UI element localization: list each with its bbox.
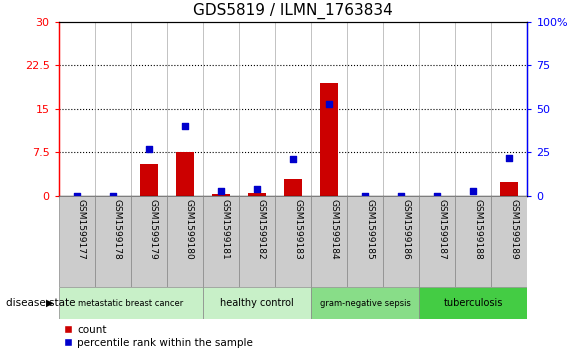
Point	[360, 193, 370, 199]
Text: GSM1599186: GSM1599186	[401, 199, 410, 260]
Bar	[212, 194, 230, 196]
Bar	[248, 193, 266, 196]
Bar	[59, 287, 203, 319]
Text: GSM1599189: GSM1599189	[509, 199, 519, 260]
Bar	[419, 287, 527, 319]
Point	[432, 193, 442, 199]
Bar	[320, 83, 338, 196]
Point	[252, 186, 261, 192]
Text: GSM1599185: GSM1599185	[365, 199, 374, 260]
Text: disease state: disease state	[6, 298, 76, 308]
Text: GSM1599181: GSM1599181	[221, 199, 230, 260]
Point	[144, 146, 154, 152]
Bar	[59, 196, 95, 287]
Point	[288, 156, 298, 162]
Text: GSM1599183: GSM1599183	[293, 199, 302, 260]
Bar	[131, 196, 167, 287]
Bar	[500, 182, 519, 196]
Bar	[311, 287, 419, 319]
Text: gram-negative sepsis: gram-negative sepsis	[320, 299, 411, 307]
Bar	[455, 196, 491, 287]
Bar	[239, 196, 275, 287]
Point	[216, 188, 226, 194]
Text: GSM1599177: GSM1599177	[77, 199, 86, 260]
Title: GDS5819 / ILMN_1763834: GDS5819 / ILMN_1763834	[193, 3, 393, 19]
Text: GSM1599178: GSM1599178	[113, 199, 122, 260]
Text: ▶: ▶	[46, 298, 53, 308]
Bar	[383, 196, 419, 287]
Bar	[311, 196, 347, 287]
Bar	[491, 196, 527, 287]
Point	[505, 155, 514, 160]
Text: metastatic breast cancer: metastatic breast cancer	[78, 299, 183, 307]
Bar	[284, 179, 302, 196]
Bar	[176, 152, 194, 196]
Bar	[419, 196, 455, 287]
Text: GSM1599187: GSM1599187	[437, 199, 447, 260]
Point	[108, 193, 117, 199]
Text: GSM1599184: GSM1599184	[329, 199, 338, 260]
Point	[72, 193, 81, 199]
Point	[397, 193, 406, 199]
Bar	[275, 196, 311, 287]
Text: GSM1599188: GSM1599188	[473, 199, 482, 260]
Bar	[139, 164, 158, 196]
Legend: count, percentile rank within the sample: count, percentile rank within the sample	[64, 325, 253, 348]
Point	[180, 123, 189, 129]
Bar	[95, 196, 131, 287]
Text: healthy control: healthy control	[220, 298, 294, 308]
Bar	[347, 196, 383, 287]
Text: GSM1599179: GSM1599179	[149, 199, 158, 260]
Bar	[203, 287, 311, 319]
Text: GSM1599180: GSM1599180	[185, 199, 194, 260]
Bar	[167, 196, 203, 287]
Text: GSM1599182: GSM1599182	[257, 199, 266, 260]
Bar	[203, 196, 239, 287]
Text: tuberculosis: tuberculosis	[444, 298, 503, 308]
Point	[325, 101, 334, 107]
Point	[469, 188, 478, 194]
